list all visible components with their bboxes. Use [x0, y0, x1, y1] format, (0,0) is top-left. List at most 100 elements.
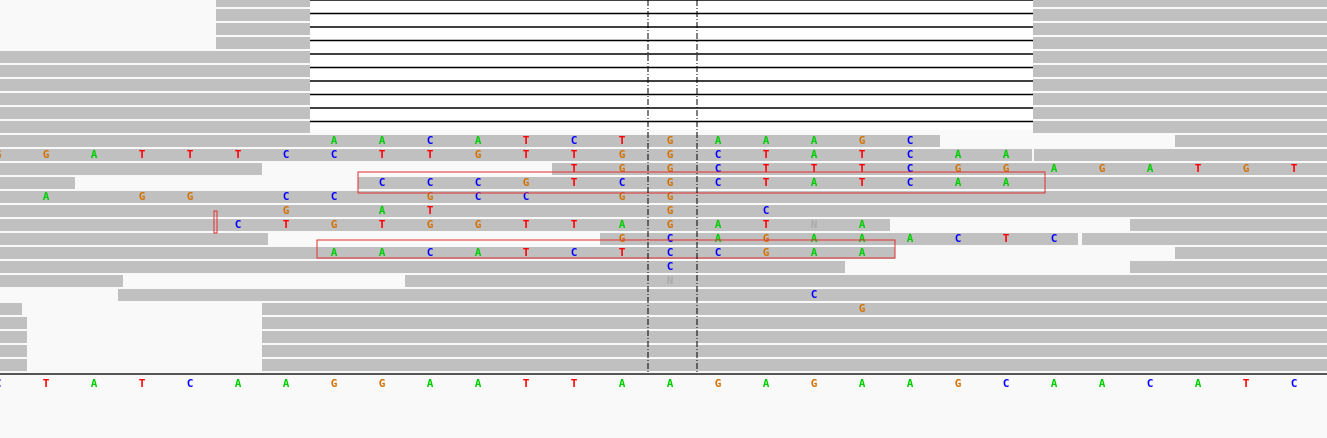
- read-bar: [1175, 135, 1327, 147]
- read-base: C: [427, 246, 434, 259]
- read-base: C: [427, 134, 434, 147]
- read-bar: [0, 317, 27, 329]
- read-bar: [0, 331, 27, 343]
- read-base: G: [0, 148, 2, 161]
- reference-base: T: [571, 377, 578, 390]
- read-base: G: [1243, 162, 1250, 175]
- read-base: G: [475, 218, 482, 231]
- read-base: C: [571, 134, 578, 147]
- read-base: A: [715, 134, 722, 147]
- read-base: T: [763, 176, 770, 189]
- read-base: T: [427, 148, 434, 161]
- read-base: A: [907, 232, 914, 245]
- read-base: A: [1003, 148, 1010, 161]
- read-bar: [118, 289, 1327, 301]
- read-bar: [0, 233, 268, 245]
- read-bar: [1130, 261, 1327, 273]
- read-base: C: [331, 148, 338, 161]
- read-base: T: [763, 162, 770, 175]
- read-base: A: [1003, 176, 1010, 189]
- read-base: A: [715, 218, 722, 231]
- read-base: C: [427, 176, 434, 189]
- read-base: C: [475, 176, 482, 189]
- reference-base: C: [1291, 377, 1298, 390]
- reference-base: A: [763, 377, 770, 390]
- read-base: T: [235, 148, 242, 161]
- insertion-marker: [213, 210, 218, 234]
- read-base: A: [1147, 162, 1154, 175]
- read-base: C: [907, 162, 914, 175]
- reference-sequence: CTATCAAGGAATTAAGAGAAGCAACATC: [0, 377, 1297, 390]
- read-base: C: [715, 246, 722, 259]
- read-bar: [1033, 0, 1327, 7]
- read-base: C: [907, 134, 914, 147]
- read-base: T: [1195, 162, 1202, 175]
- read-bar: [0, 247, 895, 259]
- read-base: T: [811, 162, 818, 175]
- read-bar: [1033, 23, 1327, 35]
- read-base: T: [523, 246, 530, 259]
- read-base: T: [187, 148, 194, 161]
- read-bar: [1033, 93, 1327, 105]
- read-base: C: [667, 246, 674, 259]
- reference-base: A: [427, 377, 434, 390]
- read-base: A: [379, 134, 386, 147]
- read-bar: [0, 135, 940, 147]
- read-base: C: [619, 176, 626, 189]
- read-bar: [216, 0, 310, 7]
- reference-base: G: [955, 377, 962, 390]
- read-base: A: [379, 204, 386, 217]
- read-base: G: [667, 148, 674, 161]
- read-bar: [0, 79, 310, 91]
- read-base: T: [859, 162, 866, 175]
- read-base: T: [379, 218, 386, 231]
- read-base: C: [811, 288, 818, 301]
- read-base: G: [1003, 162, 1010, 175]
- read-base: G: [763, 246, 770, 259]
- read-base: A: [331, 246, 338, 259]
- read-base: T: [523, 134, 530, 147]
- reference-base: T: [139, 377, 146, 390]
- read-bar: [0, 163, 262, 175]
- read-bar: [0, 345, 27, 357]
- read-base: G: [667, 190, 674, 203]
- read-base: A: [811, 134, 818, 147]
- read-base: A: [763, 134, 770, 147]
- insertion-box: [310, 0, 1033, 130]
- read-bar: [262, 303, 1327, 315]
- read-bars: [0, 0, 1327, 371]
- read-bar: [0, 121, 310, 133]
- read-base: N: [667, 274, 674, 287]
- read-base: A: [811, 246, 818, 259]
- read-base: G: [955, 162, 962, 175]
- read-base: T: [283, 218, 290, 231]
- read-base: C: [379, 176, 386, 189]
- read-bar: [1033, 121, 1327, 133]
- highlight-box: [357, 171, 1046, 194]
- read-base: G: [619, 148, 626, 161]
- reference-base: C: [0, 377, 1, 390]
- read-base: G: [859, 134, 866, 147]
- read-base: N: [811, 218, 818, 231]
- read-base: C: [763, 204, 770, 217]
- read-base: T: [139, 148, 146, 161]
- highlight-box: [316, 239, 896, 259]
- reference-base: A: [475, 377, 482, 390]
- read-bar: [0, 107, 310, 119]
- read-base: C: [235, 218, 242, 231]
- read-base: C: [475, 190, 482, 203]
- read-base: A: [955, 176, 962, 189]
- read-base: T: [571, 176, 578, 189]
- read-base: G: [667, 176, 674, 189]
- read-base: C: [331, 190, 338, 203]
- read-base: C: [907, 148, 914, 161]
- read-bar: [1175, 247, 1327, 259]
- read-bar: [0, 359, 27, 371]
- read-base: G: [619, 190, 626, 203]
- read-base: A: [475, 134, 482, 147]
- read-bar: [0, 219, 890, 231]
- read-base: C: [283, 190, 290, 203]
- read-base: G: [283, 204, 290, 217]
- read-bar: [0, 51, 310, 63]
